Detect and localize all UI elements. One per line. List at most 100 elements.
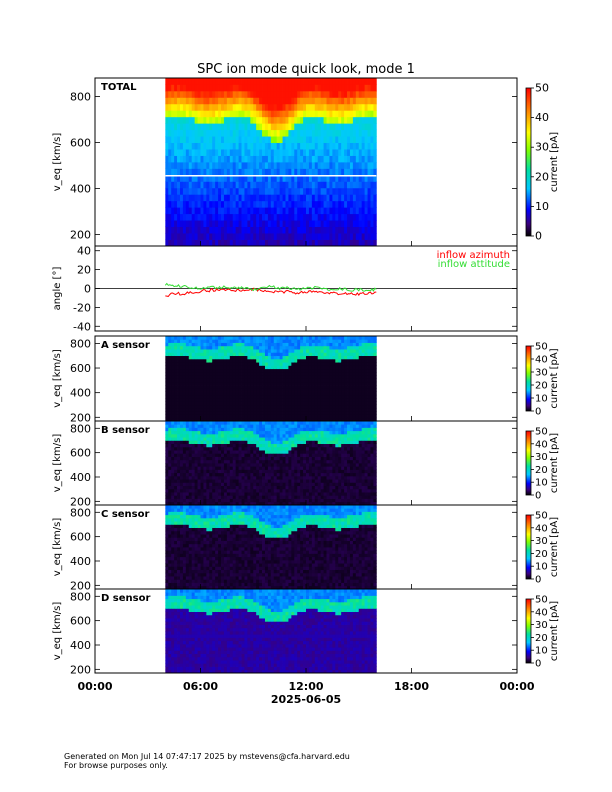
heatmap-cell [194, 213, 198, 221]
heatmap-cell [253, 466, 257, 470]
heatmap-cell [221, 456, 225, 461]
heatmap-cell [279, 472, 283, 477]
heatmap-cell [344, 129, 348, 137]
heatmap-cell [282, 168, 286, 176]
heatmap-cell [358, 181, 363, 189]
heatmap-cell [250, 407, 254, 412]
heatmap-cell [323, 168, 327, 176]
heatmap-cell [203, 479, 207, 483]
heatmap-cell [349, 110, 354, 118]
heatmap-cell [215, 495, 219, 499]
heatmap-cell [262, 378, 266, 383]
heatmap-cell [370, 345, 374, 350]
heatmap-cell [352, 336, 357, 340]
heatmap-cell [311, 90, 316, 98]
heatmap-cell [291, 349, 295, 353]
heatmap-cell [364, 103, 368, 111]
heatmap-cell [294, 375, 298, 379]
heatmap-cell [238, 194, 242, 202]
heatmap-cell [279, 116, 283, 124]
heatmap-cell [232, 417, 237, 422]
heatmap-cell [212, 421, 216, 425]
heatmap-cell [282, 472, 286, 477]
heatmap-cell [311, 362, 316, 366]
heatmap-cell [347, 123, 351, 131]
heatmap-cell [352, 401, 357, 406]
heatmap-cell [253, 78, 257, 85]
heatmap-cell [320, 168, 324, 176]
heatmap-cell [215, 339, 219, 343]
heatmap-cell [262, 187, 266, 195]
heatmap-cell [303, 339, 307, 343]
heatmap-cell [171, 336, 175, 340]
heatmap-cell [285, 342, 289, 347]
heatmap-cell [218, 116, 222, 124]
heatmap-cell [168, 417, 172, 422]
heatmap-cell [355, 90, 360, 98]
heatmap-cell [332, 110, 336, 118]
heatmap-cell [323, 362, 327, 366]
heatmap-cell [311, 391, 316, 396]
heatmap-cell [285, 459, 289, 464]
heatmap-cell [223, 136, 228, 144]
heatmap-cell [218, 345, 222, 350]
heatmap-cell [314, 352, 319, 357]
heatmap-cell [185, 437, 190, 441]
heatmap-cell [335, 349, 339, 353]
heatmap-cell [168, 472, 172, 477]
heatmap-cell [223, 459, 228, 464]
heatmap-cell [206, 488, 210, 493]
heatmap-cell [267, 398, 272, 402]
heatmap-cell [264, 378, 269, 383]
heatmap-cell [194, 472, 198, 477]
heatmap-cell [300, 407, 304, 412]
heatmap-cell [171, 421, 175, 425]
heatmap-cell [364, 226, 368, 234]
heatmap-cell [291, 407, 295, 412]
heatmap-cell [294, 168, 298, 176]
heatmap-cell [171, 110, 175, 118]
heatmap-cell [177, 174, 181, 182]
heatmap-cell [297, 381, 301, 386]
heatmap-cell [303, 342, 307, 347]
heatmap-cell [273, 404, 278, 409]
heatmap-cell [238, 459, 242, 464]
heatmap-cell [320, 174, 324, 182]
heatmap-cell [373, 155, 377, 163]
heatmap-cell [256, 362, 260, 366]
heatmap-cell [273, 424, 278, 428]
heatmap-cell [270, 339, 275, 343]
heatmap-cell [306, 97, 310, 105]
heatmap-cell [279, 430, 283, 435]
heatmap-cell [229, 427, 234, 432]
heatmap-cell [320, 368, 324, 373]
heatmap-cell [291, 388, 295, 392]
heatmap-cell [209, 479, 213, 483]
heatmap-cell [317, 365, 322, 370]
heatmap-cell [303, 358, 307, 363]
heatmap-cell [215, 437, 219, 441]
heatmap-cell [294, 498, 298, 503]
heatmap-cell [171, 501, 175, 506]
heatmap-cell [308, 368, 313, 373]
heatmap-cell [267, 433, 272, 438]
heatmap-cell [262, 482, 266, 487]
heatmap-cell [259, 472, 263, 477]
heatmap-cell [229, 459, 234, 464]
heatmap-cell [256, 391, 260, 396]
heatmap-cell [338, 207, 342, 215]
heatmap-cell [235, 453, 239, 457]
heatmap-cell [223, 450, 228, 454]
heatmap-cell [200, 181, 204, 189]
heatmap-cell [179, 97, 184, 105]
heatmap-cell [209, 446, 213, 451]
heatmap-cell [203, 239, 207, 247]
heatmap-cell [218, 398, 222, 402]
heatmap-cell [221, 501, 225, 506]
heatmap-cell [256, 463, 260, 467]
heatmap-cell [165, 466, 169, 470]
heatmap-cell [203, 129, 207, 137]
heatmap-cell [349, 378, 354, 383]
heatmap-cell [171, 342, 175, 347]
heatmap-cell [221, 84, 225, 92]
